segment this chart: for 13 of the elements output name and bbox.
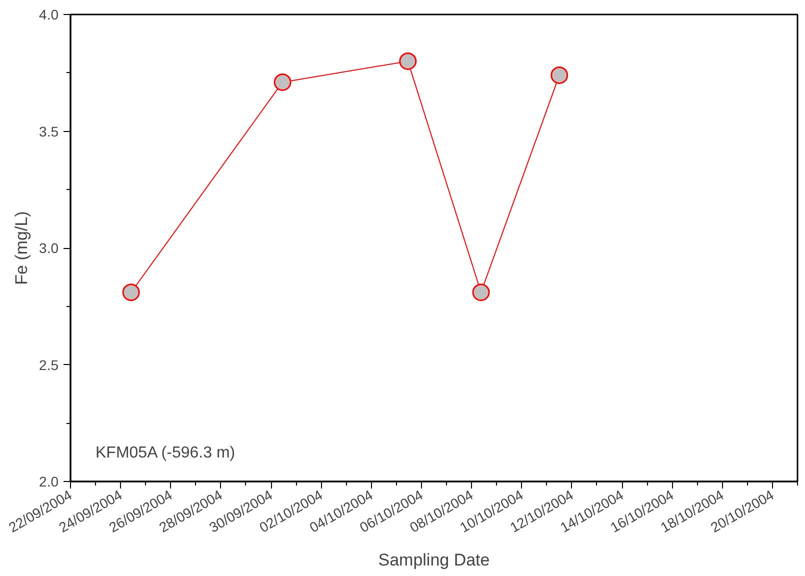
point bbox=[274, 73, 292, 91]
y-tick-label: 2.0 bbox=[39, 474, 59, 490]
point bbox=[399, 52, 417, 70]
annotation: KFM05A (-596.3 m) bbox=[96, 444, 236, 462]
y-tick-label: 2.5 bbox=[39, 356, 59, 373]
x-axis-title: Sampling Date bbox=[378, 550, 490, 570]
y-tick-label: 3.0 bbox=[39, 240, 59, 256]
y-tick-label: 4.0 bbox=[39, 6, 59, 22]
point bbox=[550, 66, 568, 84]
point bbox=[122, 284, 140, 302]
y-tick-label: 3.5 bbox=[39, 123, 59, 140]
y-axis-title: Fe (mg/L) bbox=[12, 211, 32, 285]
point bbox=[472, 284, 490, 302]
